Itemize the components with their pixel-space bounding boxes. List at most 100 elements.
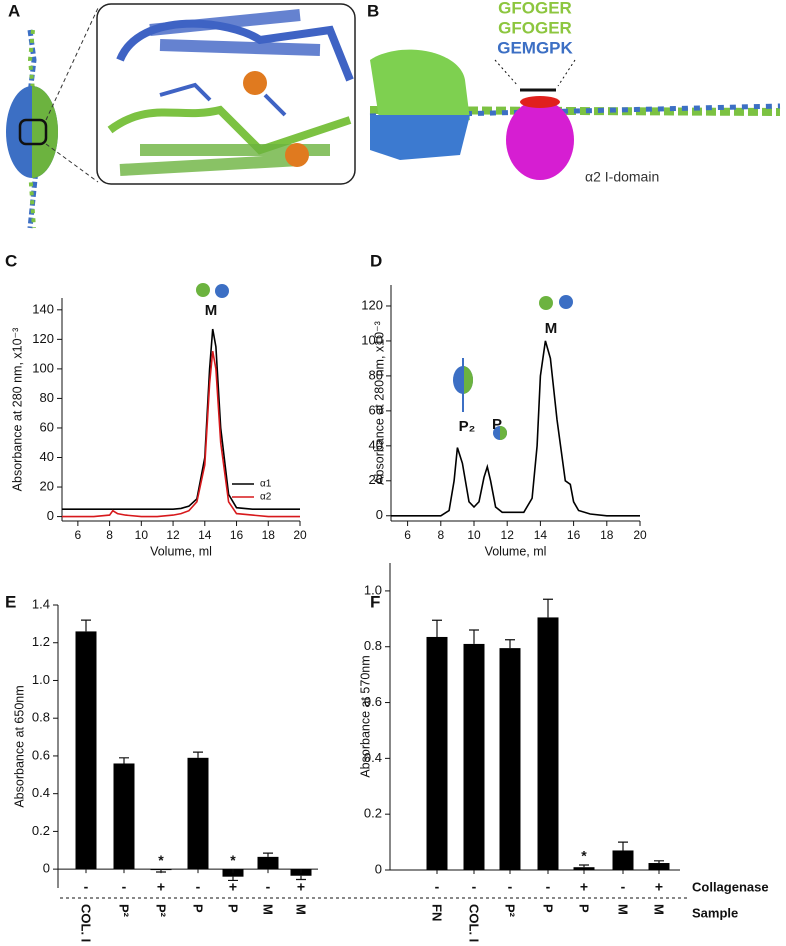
significance-mark: * <box>230 852 236 868</box>
y-tick-label: 1.0 <box>32 672 50 687</box>
sample-label: P <box>577 904 592 913</box>
y-tick-label: 0.4 <box>32 785 50 800</box>
x-tick-label: 18 <box>600 528 614 542</box>
y-tick-label: 0.4 <box>364 750 382 765</box>
y-tick-label: 120 <box>32 331 54 346</box>
collagenase-sign: - <box>122 879 127 895</box>
x-tick-label: 16 <box>567 528 581 542</box>
sample-label: M <box>261 904 276 915</box>
y-tick-label: 1.4 <box>32 596 50 611</box>
bar <box>612 850 634 870</box>
y-axis-label: Absorbance at 280 nm, x10⁻³ <box>372 321 386 485</box>
panel-b-art <box>369 49 781 180</box>
x-tick-label: 14 <box>534 528 548 542</box>
error-bar <box>296 875 306 881</box>
panel-label: F <box>370 592 380 611</box>
peak-label: P₂ <box>459 418 476 435</box>
y-tick-label: 0.8 <box>364 638 382 653</box>
collagenase-sign: - <box>266 879 271 895</box>
y-tick-label: 20 <box>40 478 54 493</box>
bar <box>113 763 135 870</box>
legend-label: α1 <box>260 479 272 490</box>
bar <box>648 863 670 870</box>
error-bar <box>654 860 664 864</box>
y-tick-label: 40 <box>369 437 383 452</box>
line-series <box>62 351 300 518</box>
y-tick-label: 80 <box>40 390 54 405</box>
collagenase-sign: + <box>655 879 663 895</box>
x-tick-label: 6 <box>75 528 82 542</box>
bar <box>187 757 209 870</box>
x-tick-label: 10 <box>467 528 481 542</box>
collagenase-sign: + <box>229 879 237 895</box>
sample-label: P² <box>117 904 132 918</box>
error-bar <box>469 629 479 644</box>
y-tick-label: 0 <box>43 861 50 876</box>
sample-label: P² <box>154 904 169 918</box>
error-bar <box>543 598 553 618</box>
y-tick-label: 0.8 <box>32 710 50 725</box>
y-tick-label: 0.2 <box>32 823 50 838</box>
panel-label: A <box>8 1 20 20</box>
x-tick-label: 18 <box>262 528 276 542</box>
y-tick-label: 0 <box>375 861 382 876</box>
significance-mark: * <box>581 848 587 864</box>
peptide-label: GFOGER <box>498 18 572 37</box>
x-tick-label: 12 <box>166 528 180 542</box>
sample-label: P² <box>503 904 518 918</box>
x-axis-label: Volume, ml <box>485 544 547 558</box>
error-bar <box>193 751 203 758</box>
collagenase-sign: - <box>196 879 201 895</box>
row-label: Collagenase <box>692 879 769 894</box>
x-axis-label: Volume, ml <box>150 544 212 558</box>
y-tick-label: 100 <box>361 332 383 347</box>
error-bar <box>263 852 273 857</box>
y-tick-label: 100 <box>32 360 54 375</box>
x-tick-label: 8 <box>437 528 444 542</box>
peptide-label: GFOGER <box>498 0 572 17</box>
y-tick-label: 120 <box>361 297 383 312</box>
peptide-label: GEMGPK <box>497 38 573 57</box>
panel-label: B <box>367 1 379 20</box>
error-bar <box>618 841 628 851</box>
panel-label: E <box>5 592 16 611</box>
y-tick-label: 1.2 <box>32 634 50 649</box>
x-tick-label: 6 <box>404 528 411 542</box>
row-label: Sample <box>692 905 738 920</box>
bar <box>257 856 279 870</box>
y-axis-label: Absorbance at 570nm <box>358 655 372 777</box>
y-axis-label: Absorbance at 650nm <box>12 685 26 807</box>
peak-label: M <box>205 302 218 319</box>
error-bar <box>505 639 515 649</box>
y-tick-label: 0 <box>47 508 54 523</box>
collagenase-sign: - <box>472 879 477 895</box>
panel-label: C <box>5 251 17 270</box>
sample-label: M <box>616 904 631 915</box>
y-tick-label: 20 <box>369 472 383 487</box>
error-bar <box>119 757 129 764</box>
bar <box>75 631 97 870</box>
bar <box>499 648 521 870</box>
y-tick-label: 140 <box>32 301 54 316</box>
collagenase-sign: + <box>580 879 588 895</box>
x-tick-label: 10 <box>135 528 149 542</box>
sample-label: COL. I <box>79 904 94 942</box>
y-tick-label: 80 <box>369 367 383 382</box>
domain-label: α2 I-domain <box>585 169 659 185</box>
y-tick-label: 0 <box>376 507 383 522</box>
y-tick-label: 60 <box>40 419 54 434</box>
sample-label: M <box>294 904 309 915</box>
sample-label: FN <box>430 904 445 921</box>
collagenase-sign: + <box>297 879 305 895</box>
bar <box>537 617 559 870</box>
legend-label: α2 <box>260 492 272 503</box>
collagenase-sign: + <box>157 879 165 895</box>
sample-label: P <box>191 904 206 913</box>
x-tick-label: 14 <box>198 528 212 542</box>
sample-label: P <box>226 904 241 913</box>
y-axis-label: Absorbance at 280 nm, x10⁻³ <box>10 328 24 492</box>
y-tick-label: 40 <box>40 449 54 464</box>
line-series <box>391 340 640 517</box>
sample-label: COL. I <box>467 904 482 942</box>
